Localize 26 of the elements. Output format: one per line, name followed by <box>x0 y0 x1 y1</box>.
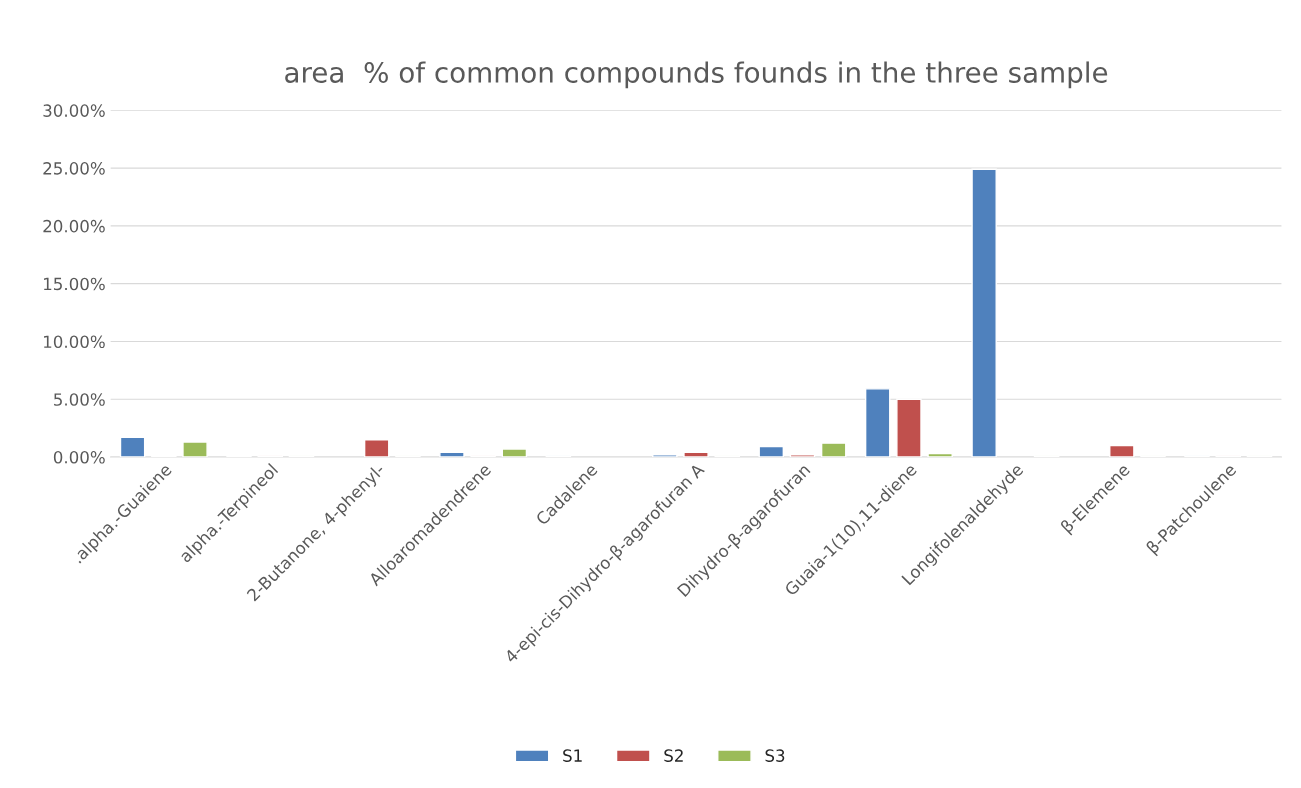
y-tick-label: 30.00% <box>43 104 105 117</box>
y-tick-label: 15.00% <box>44 277 105 291</box>
y-tick-label: 20.00% <box>43 219 105 233</box>
bar <box>896 398 922 458</box>
bar <box>182 441 208 458</box>
legend-label: S1 <box>563 749 582 762</box>
bar <box>971 168 997 458</box>
bar <box>927 452 953 458</box>
bar <box>820 442 847 458</box>
bar <box>1109 444 1135 458</box>
bar <box>363 439 390 458</box>
y-tick-label: 25.00% <box>43 162 105 175</box>
bar <box>501 448 528 458</box>
bar <box>864 388 891 458</box>
bar <box>683 451 709 458</box>
bar <box>439 451 465 458</box>
legend-label: S2 <box>664 749 683 762</box>
y-tick-label: 5.00% <box>54 393 105 406</box>
legend-label: S3 <box>765 749 785 762</box>
bar <box>119 436 146 458</box>
chart-title: area % of common compounds founds in the three sample <box>285 61 1108 89</box>
y-tick-label: 0.00% <box>53 451 105 464</box>
bar <box>758 445 785 458</box>
bar <box>652 454 678 458</box>
y-tick-label: 10.00% <box>44 335 105 349</box>
bar <box>789 454 816 458</box>
